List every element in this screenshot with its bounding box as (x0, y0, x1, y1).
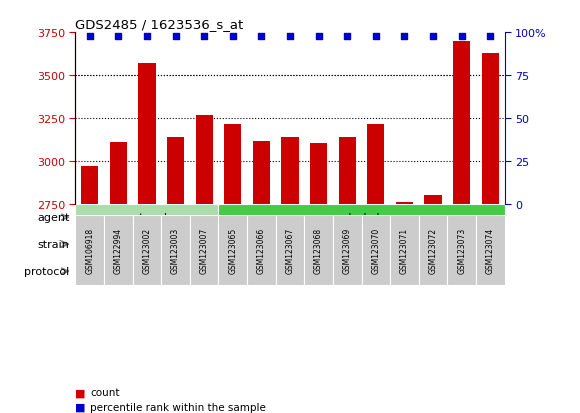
Bar (304, 215, 333, 285)
Bar (253, 142, 270, 204)
Point (142, 33, 151, 40)
Text: strain: strain (38, 240, 70, 249)
Text: sensitive: sensitive (195, 240, 242, 249)
Bar (190, 215, 219, 285)
Text: GSM123071: GSM123071 (400, 227, 409, 273)
Point (371, 33, 380, 40)
Text: protocol: protocol (24, 266, 70, 277)
Point (485, 33, 495, 40)
Bar (482, 54, 499, 204)
Point (114, 33, 123, 40)
Bar (161, 215, 190, 285)
Bar (224, 125, 241, 204)
Text: GSM123066: GSM123066 (257, 227, 266, 273)
Point (343, 33, 352, 40)
Bar (396, 202, 413, 204)
Bar (139, 64, 155, 204)
Point (457, 33, 466, 40)
Bar (75, 215, 104, 285)
Bar (367, 125, 385, 204)
Text: percentile rank within the sample: percentile rank within the sample (90, 402, 266, 412)
Text: count: count (90, 387, 119, 397)
Text: GDS2485 / 1623536_s_at: GDS2485 / 1623536_s_at (75, 17, 244, 31)
Bar (453, 42, 470, 204)
Bar (310, 143, 327, 204)
Text: control: control (129, 266, 165, 277)
Text: GSM123067: GSM123067 (285, 227, 295, 273)
Bar (281, 138, 299, 204)
Bar (219, 215, 247, 285)
Point (228, 33, 237, 40)
Text: untread: untread (126, 213, 168, 223)
Bar (167, 138, 184, 204)
Text: GSM123007: GSM123007 (200, 227, 209, 273)
Text: ■: ■ (75, 402, 86, 412)
Bar (476, 215, 505, 285)
Bar (361, 231, 505, 258)
Bar (195, 116, 213, 204)
Point (171, 33, 180, 40)
Bar (419, 215, 447, 285)
Bar (361, 258, 505, 285)
Bar (390, 215, 419, 285)
Text: immediately after exposure: immediately after exposure (218, 266, 362, 277)
Text: GSM123072: GSM123072 (429, 227, 437, 273)
Bar (104, 215, 133, 285)
Text: alcohol: alcohol (343, 213, 380, 223)
Text: agent: agent (37, 213, 70, 223)
Text: GSM123002: GSM123002 (143, 227, 151, 273)
Text: GSM123073: GSM123073 (457, 227, 466, 273)
Bar (75, 231, 361, 258)
Bar (339, 138, 356, 204)
Text: GSM123070: GSM123070 (371, 227, 380, 273)
Bar (75, 204, 219, 231)
Point (314, 33, 323, 40)
Bar (110, 142, 127, 204)
Point (200, 33, 209, 40)
Bar (75, 258, 219, 285)
Point (285, 33, 295, 40)
Bar (247, 215, 276, 285)
Text: GSM122994: GSM122994 (114, 227, 123, 273)
Bar (276, 215, 304, 285)
Bar (81, 166, 98, 204)
Bar (447, 215, 476, 285)
Bar (425, 196, 441, 204)
Bar (361, 215, 390, 285)
Text: GSM123003: GSM123003 (171, 227, 180, 273)
Bar (219, 258, 361, 285)
Point (429, 33, 438, 40)
Point (85, 33, 95, 40)
Bar (333, 215, 361, 285)
Text: GSM123068: GSM123068 (314, 227, 323, 273)
Text: GSM123069: GSM123069 (343, 227, 351, 273)
Text: tolerant: tolerant (412, 240, 454, 249)
Bar (133, 215, 161, 285)
Point (257, 33, 266, 40)
Text: ■: ■ (75, 387, 86, 397)
Text: GSM123074: GSM123074 (486, 227, 495, 273)
Text: GSM106918: GSM106918 (85, 227, 94, 273)
Point (400, 33, 409, 40)
Text: GSM123065: GSM123065 (229, 227, 237, 273)
Bar (219, 204, 505, 231)
Text: 2 hours after exposure: 2 hours after exposure (374, 266, 492, 277)
